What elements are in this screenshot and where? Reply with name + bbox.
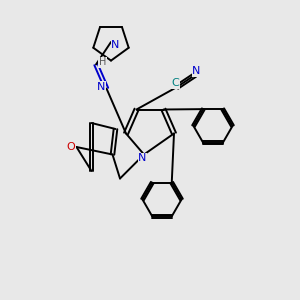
Text: N: N <box>192 66 201 76</box>
Text: O: O <box>67 142 76 152</box>
Text: N: N <box>138 153 147 163</box>
Text: H: H <box>99 57 106 67</box>
Text: N: N <box>97 82 105 92</box>
Text: C: C <box>172 78 179 88</box>
Text: N: N <box>111 40 120 50</box>
